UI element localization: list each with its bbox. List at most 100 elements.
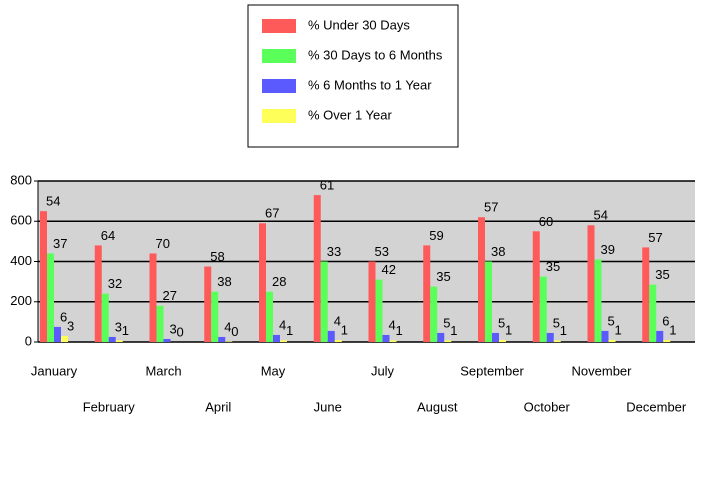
data-label: 5 [498, 315, 505, 330]
y-tick-label: 400 [10, 253, 32, 268]
data-label: 5 [608, 313, 615, 328]
data-label: 35 [546, 259, 560, 274]
bar [389, 340, 397, 342]
bar [382, 334, 390, 342]
data-label: 58 [210, 249, 224, 264]
bar [327, 330, 335, 342]
bar [601, 330, 609, 342]
bar [218, 336, 226, 342]
bar [259, 223, 266, 342]
data-label: 33 [327, 244, 341, 259]
data-label: 38 [217, 274, 231, 289]
data-label: 67 [265, 206, 279, 221]
bar [108, 336, 116, 342]
data-label: 1 [669, 322, 676, 337]
bar [156, 305, 164, 342]
bar [273, 334, 280, 342]
bar [444, 340, 452, 342]
bar [54, 326, 61, 342]
data-label: 59 [429, 228, 443, 243]
legend-label: % Over 1 Year [308, 107, 392, 122]
bar [587, 225, 595, 342]
x-tick-label: March [145, 363, 181, 378]
bar [368, 261, 376, 342]
bar [539, 276, 547, 342]
x-tick-label: December [626, 399, 687, 414]
data-label: 70 [156, 236, 170, 251]
bar [532, 231, 540, 342]
bar [546, 332, 554, 342]
x-tick-label: February [83, 399, 136, 414]
data-label: 0 [177, 324, 184, 339]
bar [663, 339, 671, 342]
x-tick-label: August [417, 399, 458, 414]
data-label: 1 [505, 322, 512, 337]
y-tick-label: 0 [25, 333, 32, 348]
y-tick-label: 200 [10, 293, 32, 308]
data-label: 57 [648, 230, 662, 245]
bar [163, 338, 171, 342]
data-label: 60 [539, 214, 553, 229]
bar [47, 253, 54, 342]
data-label: 35 [436, 269, 450, 284]
bar [608, 339, 616, 342]
data-label: 54 [594, 208, 608, 223]
y-tick-label: 600 [10, 213, 32, 228]
bar [94, 245, 102, 342]
bar [553, 340, 561, 342]
data-label: 4 [389, 317, 396, 332]
bar [423, 245, 431, 342]
data-label: 28 [272, 274, 286, 289]
data-label: 32 [108, 276, 122, 291]
data-label: 64 [101, 228, 115, 243]
legend-swatch [262, 19, 296, 33]
x-tick-label: October [524, 399, 571, 414]
data-label: 53 [375, 244, 389, 259]
bar [313, 195, 321, 342]
bar [211, 291, 219, 342]
bar [485, 261, 492, 342]
data-label: 27 [163, 288, 177, 303]
data-label: 1 [450, 323, 457, 338]
x-tick-label: April [205, 399, 231, 414]
data-label: 37 [53, 236, 67, 251]
x-tick-label: January [31, 363, 78, 378]
bar [499, 339, 506, 342]
data-label: 3 [67, 318, 74, 333]
bar [334, 339, 342, 342]
data-label: 6 [662, 313, 669, 328]
bar [649, 284, 657, 342]
data-label: 1 [396, 323, 403, 338]
data-label: 35 [655, 267, 669, 282]
data-label: 1 [341, 322, 348, 337]
y-tick-label: 800 [10, 172, 32, 187]
x-tick-label: June [314, 399, 342, 414]
legend-swatch [262, 109, 296, 123]
data-label: 5 [553, 315, 560, 330]
data-label: 3 [170, 321, 177, 336]
bar [430, 286, 438, 342]
bar [478, 217, 485, 342]
data-label: 4 [279, 317, 286, 332]
data-label: 61 [320, 178, 334, 193]
data-label: 4 [334, 313, 341, 328]
x-tick-label: September [460, 363, 524, 378]
bar [437, 332, 445, 342]
bar [594, 259, 602, 342]
data-label: 1 [286, 323, 293, 338]
data-label: 42 [382, 262, 396, 277]
bar [225, 341, 233, 342]
bar [61, 335, 68, 342]
bar [656, 330, 664, 342]
bar [40, 211, 47, 342]
bar [320, 261, 328, 342]
legend-swatch [262, 79, 296, 93]
bar [642, 247, 650, 342]
bar [375, 279, 383, 342]
x-tick-label: November [572, 363, 633, 378]
data-label: 5 [443, 315, 450, 330]
data-label: 38 [491, 244, 505, 259]
bar [492, 332, 499, 342]
bar [149, 253, 157, 342]
